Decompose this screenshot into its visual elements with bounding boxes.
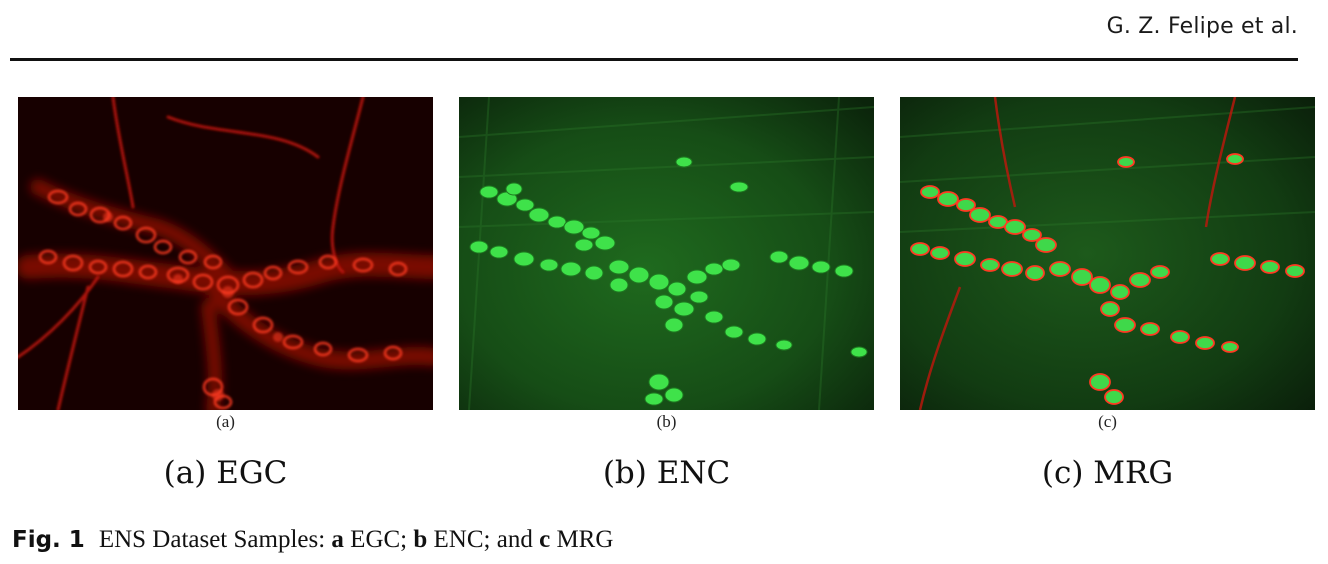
panel-egc: (a) (18, 97, 433, 432)
caption-enc: (b) ENC (602, 455, 731, 491)
panel-sublabel: (a) (216, 412, 235, 431)
figure-caption: Fig. 1 ENS Dataset Samples: a EGC; b ENC;… (12, 526, 613, 554)
egc-micrograph (18, 97, 433, 410)
panel-enc: (b) (459, 97, 874, 432)
enc-micrograph (459, 97, 874, 410)
figure-caption-lead: ENS Dataset Samples: (98, 526, 332, 553)
figure-part-text: ENC; and (427, 526, 540, 553)
running-header-authors: G. Z. Felipe et al. (1106, 14, 1298, 39)
figure-part-key: c (539, 526, 551, 553)
figure-number: Fig. 1 (12, 527, 85, 553)
figure-part-key: b (413, 526, 428, 553)
figure-part-text: MRG (550, 526, 614, 553)
caption-egc: (a) EGC (163, 455, 288, 491)
panel-sublabel: (b) (656, 412, 677, 431)
panel-sublabel: (c) (1098, 412, 1117, 431)
figure-part-key: a (331, 526, 344, 553)
figure-part-text: EGC; (343, 526, 414, 553)
panel-mrg: (c) (900, 97, 1315, 432)
header-rule (10, 58, 1298, 61)
mrg-micrograph (900, 97, 1315, 410)
caption-mrg: (c) MRG (1041, 455, 1174, 491)
